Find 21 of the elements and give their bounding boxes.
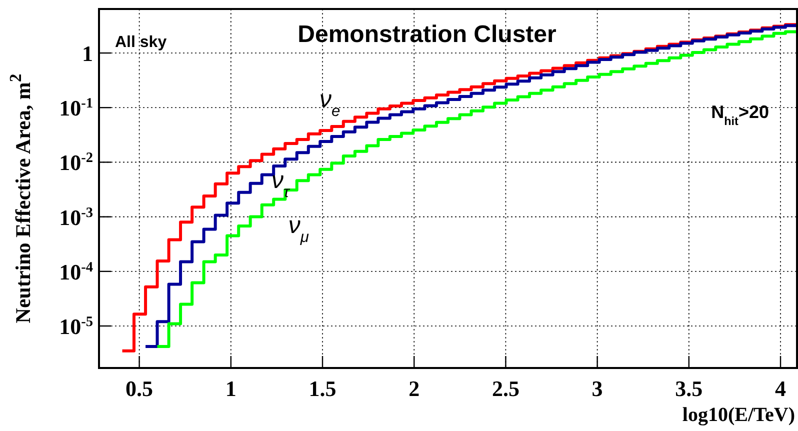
y-tick-label: 10$^{-3}$: [59, 204, 93, 230]
x-tick-label: 4: [775, 376, 786, 401]
text: Demonstration Cluster: [298, 21, 556, 48]
annotation: All sky: [115, 34, 167, 51]
y-tick-label: 10$^{-1}$: [59, 96, 93, 121]
y-tick-label: 1: [82, 41, 93, 66]
x-tick-label: 0.5: [126, 376, 154, 401]
x-tick-label: 3.5: [675, 376, 703, 401]
series-label: ν$_{τ}$: [271, 166, 290, 200]
series-label: ν$_{e}$: [319, 86, 340, 120]
y-tick-label: 10$^{-4}$: [59, 259, 93, 284]
y-tick-label: 10$^{-2}$: [59, 150, 93, 176]
x-tick-label: 1.5: [308, 376, 336, 401]
x-tick-label: 2: [408, 376, 420, 401]
x-axis-title: log10(E/TeV): [682, 404, 795, 426]
x-tick-label: 1: [225, 376, 236, 401]
series-label: ν$_{μ}$: [288, 212, 310, 246]
x-tick-label: 2.5: [492, 376, 520, 401]
x-tick-label: 3: [592, 376, 603, 401]
y-tick-label: 10$^{-5}$: [59, 314, 93, 339]
annotation: N$_{hit}$>20: [711, 102, 769, 128]
